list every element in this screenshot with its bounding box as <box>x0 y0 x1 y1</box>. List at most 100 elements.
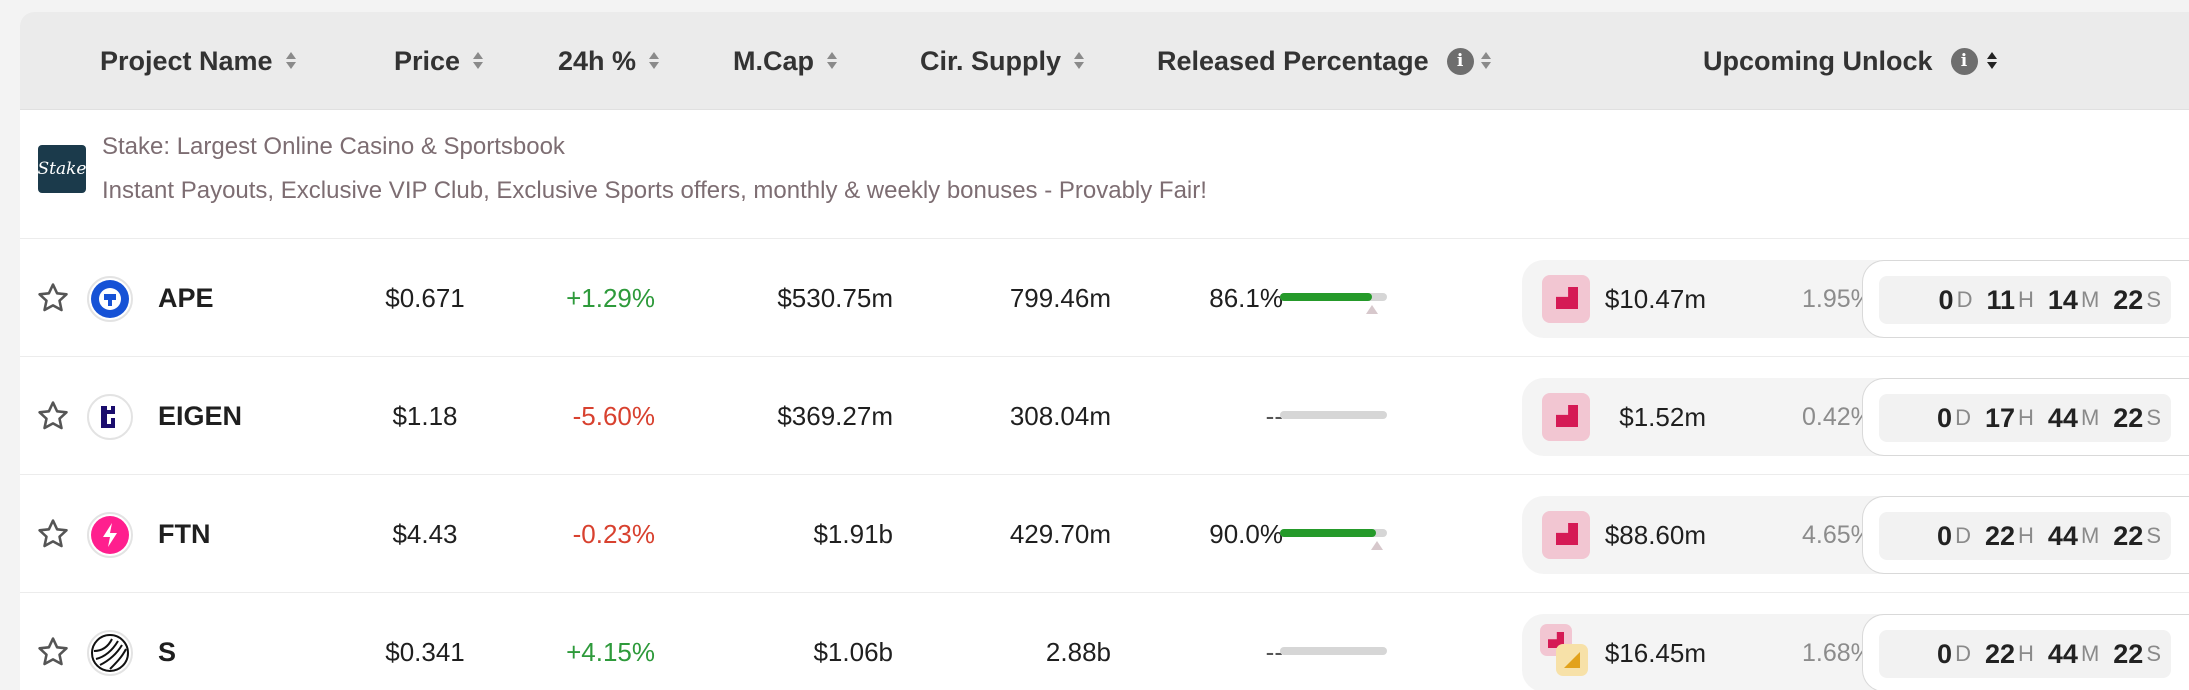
header-project-name[interactable]: Project Name <box>100 12 297 110</box>
unlock-percent: 4.65% <box>1802 520 1873 549</box>
eigenlayer-logo-icon <box>87 394 133 440</box>
countdown-seconds: 22 <box>2113 402 2144 433</box>
token-unlock-table: Project Name Price 24h % M.Cap Cir. Supp… <box>20 12 2189 690</box>
table-row[interactable]: FTN $4.43 -0.23% $1.91b 429.70m 90.0% $8… <box>20 476 2189 593</box>
token-supply: 799.46m <box>1009 283 1111 313</box>
countdown-days: 0 <box>1937 638 1953 669</box>
token-mcap: $1.91b <box>813 519 893 549</box>
apecoin-logo-icon <box>87 276 133 322</box>
unlock-marker-icon <box>1366 305 1378 314</box>
unlock-percent: 1.95% <box>1802 284 1873 313</box>
unlock-type-icon <box>1542 511 1590 559</box>
token-mcap: $1.06b <box>813 637 893 667</box>
sonic-logo-icon <box>87 630 133 676</box>
countdown-seconds: 22 <box>2113 520 2144 551</box>
unlock-amount: $88.60m <box>1604 519 1706 550</box>
unlock-amount: $16.45m <box>1604 637 1706 668</box>
countdown-seconds: 22 <box>2113 284 2144 315</box>
header-24h-change[interactable]: 24h % <box>558 12 660 110</box>
unlock-amount: $10.47m <box>1604 283 1706 314</box>
sort-icon[interactable] <box>826 50 838 72</box>
info-icon[interactable]: i <box>1446 47 1474 75</box>
countdown-hours: 17 <box>1984 402 2015 433</box>
ad-description: Instant Payouts, Exclusive VIP Club, Exc… <box>102 177 1207 204</box>
header-mcap[interactable]: M.Cap <box>733 12 838 110</box>
countdown-minutes: 44 <box>2047 402 2078 433</box>
info-icon[interactable]: i <box>1950 47 1978 75</box>
released-progress-bar <box>1280 411 1387 419</box>
token-symbol[interactable]: APE <box>158 283 214 313</box>
unlock-percent: 0.42% <box>1802 402 1873 431</box>
token-change: +4.15% <box>566 637 655 667</box>
star-outline-icon[interactable] <box>36 281 70 315</box>
released-progress-fill <box>1280 293 1373 301</box>
released-progress-bar <box>1280 293 1387 314</box>
sort-active-icon[interactable] <box>1986 50 1998 72</box>
unlock-type-icon <box>1542 275 1590 323</box>
header-upcoming-unlock[interactable]: Upcoming Unlock i <box>1703 12 1998 110</box>
fasttoken-lightning-icon <box>87 512 133 558</box>
ad-title[interactable]: Stake: Largest Online Casino & Sportsboo… <box>102 133 565 160</box>
token-price: $1.18 <box>392 401 458 431</box>
token-symbol[interactable]: S <box>158 637 177 667</box>
token-price: $4.43 <box>392 519 458 549</box>
countdown-hours: 22 <box>1984 638 2015 669</box>
token-supply: 2.88b <box>1045 637 1111 667</box>
sort-icon[interactable] <box>472 50 484 72</box>
released-progress-fill <box>1280 529 1377 537</box>
table-row[interactable]: S $0.341 +4.15% $1.06b 2.88b -- $16.45m … <box>20 594 2189 690</box>
unlock-percent: 1.68% <box>1802 638 1873 667</box>
header-cir-supply[interactable]: Cir. Supply <box>920 12 1085 110</box>
token-mcap: $530.75m <box>777 283 893 313</box>
header-price[interactable]: Price <box>394 12 484 110</box>
token-supply: 429.70m <box>1009 519 1111 549</box>
star-outline-icon[interactable] <box>36 517 70 551</box>
released-percent: -- <box>1265 401 1283 431</box>
countdown-days: 0 <box>1937 520 1953 551</box>
sort-icon[interactable] <box>285 50 297 72</box>
token-change: -0.23% <box>572 519 655 549</box>
table-header: Project Name Price 24h % M.Cap Cir. Supp… <box>20 12 2189 110</box>
released-percent: 86.1% <box>1209 283 1283 313</box>
unlock-type-icon <box>1542 393 1590 441</box>
sponsored-ad-row[interactable]: Stake Stake: Largest Online Casino & Spo… <box>20 111 2189 239</box>
unlock-marker-icon <box>1371 541 1383 550</box>
unlock-type-secondary-icon <box>1556 644 1588 676</box>
token-change: +1.29% <box>566 283 655 313</box>
sort-icon[interactable] <box>648 50 660 72</box>
token-supply: 308.04m <box>1009 401 1111 431</box>
star-outline-icon[interactable] <box>36 399 70 433</box>
released-percent: 90.0% <box>1209 519 1283 549</box>
token-price: $0.671 <box>385 283 465 313</box>
sort-icon[interactable] <box>1073 50 1085 72</box>
countdown-days: 0 <box>1937 402 1953 433</box>
unlock-amount: $1.52m <box>1619 401 1706 432</box>
header-released-percentage[interactable]: Released Percentage i <box>1157 12 1492 110</box>
sort-icon[interactable] <box>1480 50 1492 72</box>
table-row[interactable]: APE $0.671 +1.29% $530.75m 799.46m 86.1%… <box>20 240 2189 357</box>
countdown-days: 0 <box>1938 284 1954 315</box>
countdown-minutes: 44 <box>2047 520 2078 551</box>
star-outline-icon[interactable] <box>36 635 70 669</box>
released-progress-bar <box>1280 529 1387 550</box>
token-mcap: $369.27m <box>777 401 893 431</box>
stake-logo: Stake <box>38 145 87 193</box>
token-symbol[interactable]: EIGEN <box>158 401 243 431</box>
countdown-hours: 22 <box>1984 520 2015 551</box>
token-change: -5.60% <box>572 401 655 431</box>
token-symbol[interactable]: FTN <box>158 519 211 549</box>
countdown-seconds: 22 <box>2113 638 2144 669</box>
countdown-hours: 11 <box>1986 284 2015 315</box>
token-price: $0.341 <box>385 637 465 667</box>
released-percent: -- <box>1265 637 1283 667</box>
countdown-minutes: 44 <box>2047 638 2078 669</box>
table-row[interactable]: EIGEN $1.18 -5.60% $369.27m 308.04m -- $… <box>20 358 2189 475</box>
